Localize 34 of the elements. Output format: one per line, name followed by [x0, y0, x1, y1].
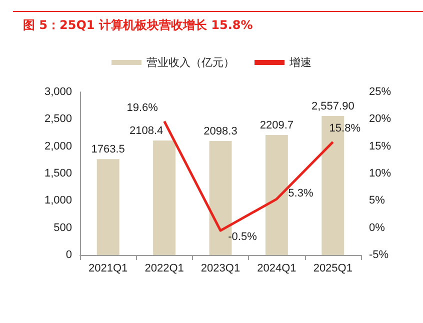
y-tick-label: 1,500	[44, 168, 72, 180]
data-label: 2098.3	[204, 125, 238, 138]
data-label: 19.6%	[126, 102, 158, 114]
bar	[153, 140, 176, 255]
legend-label: 营业收入（亿元）	[146, 56, 234, 69]
y-tick-label: 0	[66, 249, 72, 261]
data-label: 2209.7	[260, 119, 294, 132]
data-label: -0.5%	[228, 231, 258, 244]
y2-tick-label: 0%	[369, 222, 386, 234]
bar	[265, 134, 288, 255]
y2-tick-label: -5%	[369, 249, 389, 261]
y-tick-label: 3,000	[44, 86, 72, 98]
x-tick-label: 2021Q1	[88, 262, 128, 274]
x-tick-label: 2024Q1	[257, 262, 296, 274]
y2-tick-label: 5%	[369, 194, 386, 207]
x-tick-label: 2025Q1	[313, 262, 352, 274]
data-label: 2,557.90	[311, 100, 354, 113]
y2-tick-label: 25%	[369, 86, 392, 98]
y-tick-label: 2,500	[44, 113, 72, 126]
y-tick-label: 1,000	[44, 194, 72, 207]
data-label: 5.3%	[288, 188, 314, 200]
y-tick-label: 500	[54, 222, 72, 234]
data-label: 1763.5	[91, 144, 125, 156]
y2-tick-label: 20%	[369, 113, 392, 126]
data-label: 2108.4	[129, 124, 164, 137]
y-tick-label: 2,000	[44, 140, 72, 152]
y2-tick-label: 10%	[369, 168, 392, 180]
x-tick-label: 2022Q1	[144, 262, 184, 274]
y2-tick-label: 15%	[369, 140, 392, 152]
chart-title: 图 5：25Q1 计算机板块营收增长 15.8%	[23, 18, 253, 32]
data-label: 15.8%	[329, 122, 361, 134]
x-tick-label: 2023Q1	[200, 262, 240, 274]
bar	[96, 159, 120, 255]
legend-label: 增速	[288, 56, 312, 69]
